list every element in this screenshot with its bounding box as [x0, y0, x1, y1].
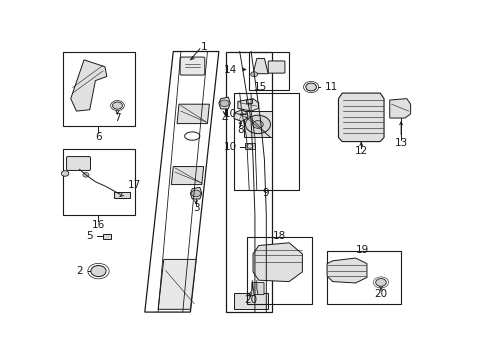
Polygon shape — [253, 58, 268, 74]
Text: 10: 10 — [224, 142, 237, 152]
Text: 1: 1 — [200, 42, 207, 52]
FancyBboxPatch shape — [252, 283, 264, 294]
Polygon shape — [339, 93, 384, 141]
Text: 13: 13 — [394, 138, 408, 148]
Polygon shape — [327, 258, 367, 283]
Circle shape — [245, 115, 270, 134]
Circle shape — [220, 100, 229, 107]
FancyBboxPatch shape — [67, 157, 91, 170]
Text: 12: 12 — [355, 146, 368, 156]
Polygon shape — [248, 280, 254, 296]
Polygon shape — [244, 111, 272, 138]
Polygon shape — [246, 99, 252, 103]
Polygon shape — [245, 143, 255, 149]
Circle shape — [376, 279, 386, 286]
Circle shape — [61, 171, 69, 176]
Text: 18: 18 — [273, 231, 286, 241]
Polygon shape — [172, 167, 204, 185]
Bar — [103, 234, 111, 239]
Text: 2: 2 — [76, 266, 83, 276]
Text: 8: 8 — [237, 125, 244, 135]
Circle shape — [192, 190, 200, 197]
Polygon shape — [158, 260, 196, 309]
Bar — [249, 51, 289, 90]
Text: 10: 10 — [224, 109, 237, 119]
FancyBboxPatch shape — [268, 61, 285, 73]
Text: 14: 14 — [223, 64, 237, 75]
Bar — [327, 251, 401, 304]
Text: 16: 16 — [92, 220, 105, 230]
Circle shape — [253, 121, 263, 128]
Polygon shape — [234, 110, 247, 121]
Polygon shape — [219, 97, 230, 109]
Bar — [247, 237, 312, 304]
Bar — [63, 149, 135, 215]
Polygon shape — [238, 99, 259, 111]
Text: 3: 3 — [193, 203, 199, 213]
Text: 15: 15 — [254, 82, 267, 92]
Circle shape — [113, 102, 122, 109]
FancyBboxPatch shape — [180, 57, 205, 75]
Polygon shape — [234, 293, 268, 309]
Circle shape — [306, 83, 317, 91]
Text: 11: 11 — [325, 82, 338, 92]
Text: 5: 5 — [86, 231, 93, 241]
Text: 7: 7 — [114, 113, 121, 123]
Text: 20: 20 — [244, 294, 257, 305]
Polygon shape — [190, 187, 202, 199]
Text: 9: 9 — [262, 188, 269, 198]
Text: 20: 20 — [374, 289, 388, 299]
Polygon shape — [71, 60, 107, 111]
Polygon shape — [390, 99, 411, 118]
Text: 19: 19 — [356, 245, 369, 255]
Circle shape — [251, 72, 258, 77]
Circle shape — [91, 266, 106, 276]
Text: 6: 6 — [95, 132, 102, 143]
Text: 4: 4 — [221, 114, 228, 123]
Text: 17: 17 — [128, 180, 141, 190]
Polygon shape — [115, 192, 129, 198]
Polygon shape — [177, 104, 209, 123]
Circle shape — [83, 173, 89, 177]
Bar — [63, 51, 135, 126]
Bar — [234, 93, 298, 190]
Polygon shape — [253, 243, 302, 282]
